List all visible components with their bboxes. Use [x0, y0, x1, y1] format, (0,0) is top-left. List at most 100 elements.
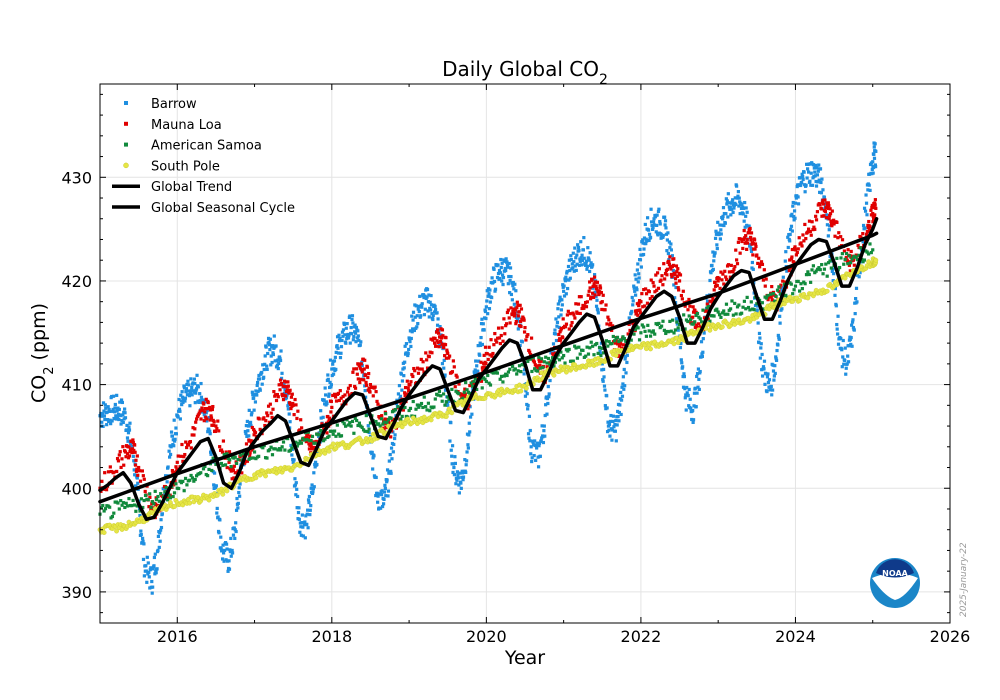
data-point-fill	[832, 272, 836, 276]
data-point-fill	[389, 471, 393, 475]
data-point-fill	[198, 399, 202, 403]
data-point-fill	[640, 323, 644, 327]
data-point	[432, 341, 437, 345]
data-point-fill	[704, 309, 708, 313]
data-point-fill	[791, 204, 795, 208]
data-point-fill	[655, 288, 659, 292]
data-point-fill	[204, 415, 208, 419]
data-point-fill	[800, 172, 804, 176]
data-point-fill	[441, 392, 446, 396]
data-point-fill	[185, 483, 189, 487]
data-point-fill	[839, 235, 843, 239]
data-point-fill	[174, 432, 178, 436]
data-point-fill	[363, 429, 367, 433]
data-point-fill	[478, 353, 482, 357]
data-point-fill	[434, 344, 438, 348]
data-point-fill	[593, 273, 597, 277]
data-point-fill	[786, 245, 790, 250]
data-point-fill	[138, 509, 142, 513]
data-point-fill	[541, 365, 545, 370]
data-point-fill	[727, 201, 731, 205]
data-point-fill	[776, 343, 780, 347]
data-point-fill	[106, 405, 110, 409]
data-point-fill	[251, 456, 255, 460]
data-point-fill	[872, 156, 877, 160]
data-point-fill	[606, 315, 610, 319]
data-point-fill	[701, 337, 705, 341]
data-point	[587, 258, 591, 262]
data-point-fill	[261, 446, 265, 450]
data-point-fill	[804, 183, 808, 187]
data-point-fill	[585, 300, 589, 304]
data-point-fill	[158, 531, 162, 535]
data-point-fill	[811, 264, 815, 268]
data-point-fill	[667, 259, 671, 264]
data-point-fill	[504, 322, 509, 326]
data-point-fill	[722, 223, 726, 228]
data-point-fill	[830, 224, 834, 228]
data-point-fill	[443, 354, 447, 358]
data-point-fill	[265, 411, 269, 415]
data-point-fill	[425, 287, 430, 292]
data-point-fill	[425, 366, 430, 370]
data-point-fill	[249, 439, 253, 443]
data-point-fill	[810, 268, 814, 272]
data-point-fill	[317, 431, 321, 435]
data-point-fill	[616, 342, 620, 346]
data-point-fill	[766, 298, 770, 302]
data-point-fill	[599, 290, 603, 295]
data-point-fill	[175, 467, 179, 471]
data-point-fill	[260, 370, 264, 375]
data-point-fill	[217, 531, 221, 535]
data-point-fill	[809, 233, 813, 237]
data-point-fill	[746, 241, 750, 245]
data-point-fill	[719, 270, 723, 274]
data-point-fill	[627, 322, 631, 326]
data-point-fill	[750, 260, 755, 265]
data-point-fill	[286, 404, 290, 408]
data-point-fill	[419, 303, 423, 307]
data-point-fill	[551, 352, 555, 356]
data-point	[330, 367, 334, 371]
data-point-fill	[329, 385, 333, 389]
data-point-fill	[263, 473, 268, 479]
y-tick-label: 410	[61, 376, 92, 395]
data-point-fill	[294, 493, 298, 497]
data-point-fill	[501, 282, 505, 287]
data-point-fill	[607, 422, 612, 427]
data-point	[716, 279, 720, 283]
data-point-fill	[132, 448, 136, 452]
data-point-fill	[134, 458, 138, 462]
data-point-fill	[713, 236, 718, 240]
data-point-fill	[573, 264, 577, 268]
data-point-fill	[634, 293, 638, 297]
data-point-fill	[798, 176, 802, 180]
data-point-fill	[741, 246, 745, 251]
data-point-fill	[541, 435, 545, 439]
data-point-fill	[508, 266, 513, 270]
data-point-fill	[723, 221, 727, 225]
data-point-fill	[289, 443, 293, 448]
data-point-fill	[665, 267, 670, 271]
data-point-fill	[480, 386, 484, 390]
logo-bird-shape	[872, 573, 918, 600]
data-point-fill	[221, 463, 225, 468]
data-point-fill	[284, 380, 288, 384]
data-point-fill	[816, 169, 820, 173]
data-point-fill	[326, 373, 330, 377]
data-point	[343, 393, 347, 397]
data-point-fill	[181, 459, 185, 463]
data-point-fill	[144, 564, 148, 568]
data-point-fill	[568, 276, 572, 280]
data-point-fill	[693, 325, 697, 329]
data-point-fill	[766, 293, 770, 298]
data-point-fill	[529, 336, 534, 340]
data-point-fill	[164, 485, 168, 490]
data-point-fill	[835, 327, 839, 331]
data-point	[639, 331, 643, 335]
data-point-fill	[462, 390, 466, 394]
data-point-fill	[490, 295, 494, 300]
data-point-fill	[143, 489, 147, 494]
data-point-fill	[523, 385, 529, 391]
data-point	[594, 284, 598, 288]
